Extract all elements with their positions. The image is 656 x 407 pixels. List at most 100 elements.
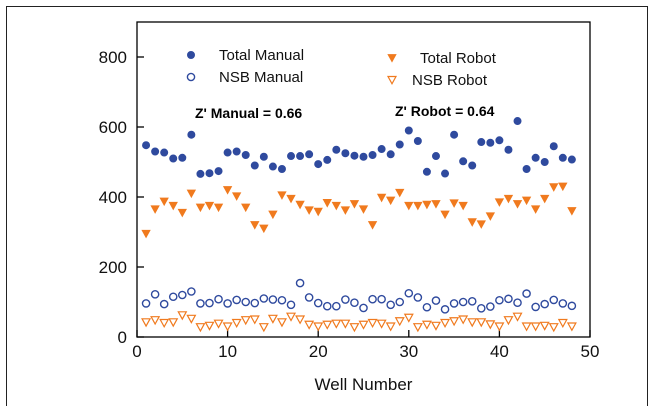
data-point [385,322,396,332]
data-point [159,318,170,329]
data-point [286,300,296,310]
data-point [377,294,386,304]
data-point [177,311,188,321]
data-point [431,152,440,161]
data-point [376,193,387,203]
data-point [422,302,432,312]
data-point [231,192,242,201]
data-point [422,167,431,176]
y-tick-label: 800 [99,48,127,67]
data-point [241,203,251,213]
plot-area-border [136,21,591,338]
data-point [376,319,387,329]
legend-marker [386,75,398,86]
data-point [268,162,277,171]
data-point [441,169,450,178]
data-point [548,323,559,333]
data-point [277,164,286,173]
data-point [403,313,414,323]
data-point [513,117,522,126]
data-point [421,320,432,330]
series-total-manual [142,117,576,178]
data-point [530,322,541,332]
legend-entry: Total Robot [387,50,497,67]
data-point [287,152,296,161]
data-point [141,318,152,328]
data-point [522,164,531,173]
data-point [458,315,469,325]
data-point [449,317,460,327]
data-marks [141,117,577,333]
data-point [314,160,323,169]
data-point [413,201,423,211]
data-point [295,278,305,288]
data-point [304,320,315,330]
data-point [322,301,332,311]
data-point [204,201,215,211]
data-point [214,167,223,176]
data-point [431,200,441,209]
data-point [141,229,151,239]
data-point [486,302,495,311]
x-tick-label: 20 [309,342,328,361]
data-point [567,207,577,216]
data-point [485,320,496,330]
data-point [223,299,232,308]
data-point [358,205,369,214]
axes: 0 200 400 600 800 0 10 20 30 40 50 Well Number [99,21,599,394]
legend-label: Total Manual [219,47,304,64]
data-point [186,189,197,199]
data-point [540,157,549,166]
data-point [549,295,559,305]
data-point [231,318,242,329]
data-point [567,301,577,311]
data-point [276,318,287,328]
x-tick-label: 30 [399,342,418,361]
data-point [430,321,441,331]
legend-marker [387,54,397,63]
data-point [259,224,269,234]
data-point [386,150,395,159]
data-point [151,147,160,156]
data-point [359,303,368,313]
data-point [313,322,324,332]
data-point [530,205,541,214]
data-point [566,322,577,332]
data-point [495,136,504,145]
annotation: Z' Robot = 0.64 [395,103,495,119]
data-point [205,169,214,178]
legend-entry: NSB Manual [186,69,303,86]
data-point [259,294,269,303]
data-point [268,295,278,304]
data-point [503,316,514,326]
data-point [467,218,477,227]
data-point [459,157,468,166]
data-point [540,299,550,309]
data-point [168,201,178,211]
data-point [196,169,205,178]
data-point [169,154,178,163]
data-point [240,316,251,326]
data-point [503,194,514,204]
y-tick-label: 600 [99,118,127,137]
data-point [512,200,523,209]
data-point [486,138,495,147]
data-point [458,297,468,307]
data-point [295,200,305,210]
legend-label: NSB Manual [219,69,303,86]
legend-label: Total Robot [420,50,497,67]
data-point [558,182,568,192]
legend: Total Manual NSB Manual Total Robot NSB Rob… [186,47,497,89]
data-point [377,145,386,154]
y-tick-label: 400 [99,188,127,207]
data-point [168,292,178,302]
data-point [350,298,359,308]
data-point [268,210,278,220]
data-point [286,194,296,204]
data-point [213,319,224,329]
data-point [467,296,477,306]
legend-marker [186,51,195,60]
data-point [150,205,160,214]
data-point [222,322,233,332]
